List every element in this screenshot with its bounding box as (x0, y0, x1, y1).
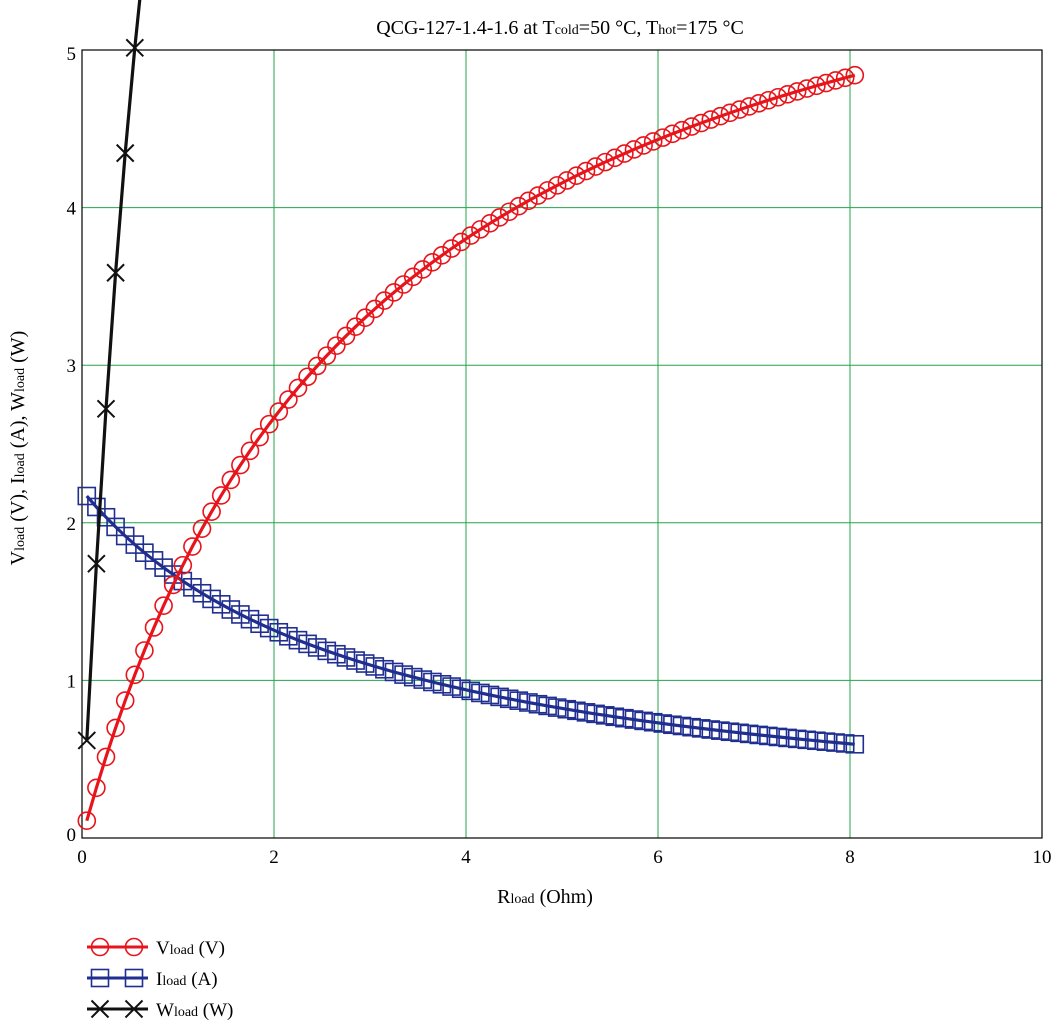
x-tick-label: 10 (1033, 847, 1052, 868)
y-axis-label: Vload (V), Iload (A), Wload (W) (7, 331, 29, 566)
y-tick-label: 0 (67, 825, 77, 846)
y-tick-label: 4 (67, 199, 77, 220)
legend-label: Iload (A) (156, 969, 218, 990)
chart-title: QCG-127-1.4-1.6 at Tcold=50 °C, Thot=175… (376, 17, 744, 39)
legend-item: Vload (V) (87, 938, 225, 959)
legend-item: Wload (W) (87, 1000, 233, 1021)
legend-item: Iload (A) (87, 969, 218, 990)
x-tick-label: 6 (653, 847, 663, 868)
y-tick-label: 3 (67, 356, 77, 377)
x-tick-label: 8 (845, 847, 855, 868)
y-tick-label: 1 (67, 671, 77, 692)
x-tick-label: 2 (269, 847, 279, 868)
y-tick-label: 2 (67, 514, 77, 535)
plot-background (82, 50, 1042, 838)
legend-label: Wload (W) (156, 1000, 233, 1021)
y-tick-label: 5 (67, 44, 77, 65)
x-axis-label: Rload (Ohm) (497, 886, 593, 908)
x-tick-label: 4 (461, 847, 471, 868)
x-tick-label: 0 (77, 847, 87, 868)
legend-label: Vload (V) (156, 938, 225, 959)
legend: Vload (V) Iload (A) Wload (W) (87, 938, 233, 1021)
